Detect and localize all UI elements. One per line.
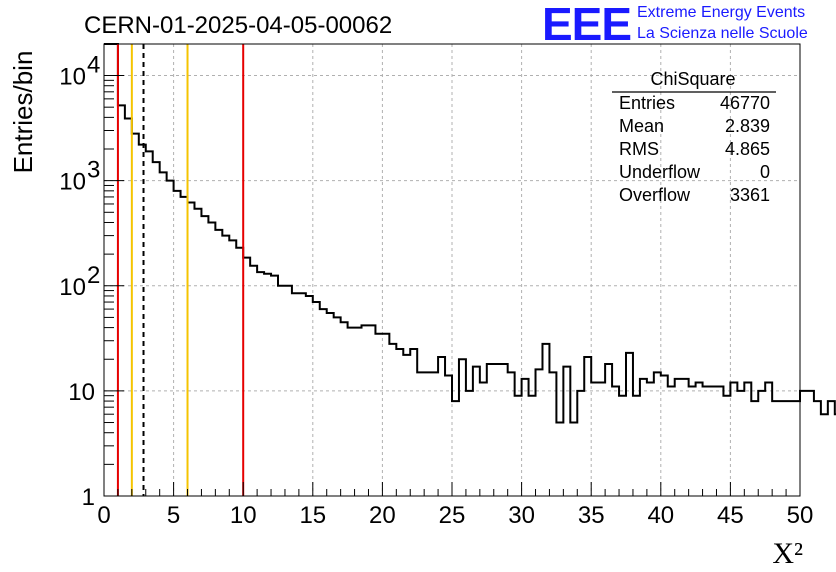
x-tick-labels: 0 5 10 15 20 25 30 35 40 45 50 [97,502,813,529]
eee-line-1: Extreme Energy Events [637,4,805,21]
stats-row-value: 0 [760,162,770,182]
reference-lines [116,44,245,496]
histogram [104,43,836,424]
stats-row-value: 2.839 [725,116,770,136]
x-tick-label: 0 [97,502,110,529]
y-tick-exponent: 2 [87,262,100,289]
x-tick-label: 20 [369,502,396,529]
x-tick-label: 5 [167,502,180,529]
x-tick-label: 40 [647,502,674,529]
x-tick-label: 10 [230,502,257,529]
y-tick-exponent: 3 [87,157,100,184]
x-tick-label: 50 [787,502,814,529]
stats-row-label: RMS [619,139,659,159]
stats-rows: Entries 46770 Mean 2.839 RMS 4.865 Underflow 0 O… [619,93,770,205]
y-tick-label: 10 [59,169,86,196]
stats-row-value: 46770 [720,93,770,113]
stats-row-label: Entries [619,93,675,113]
grid [104,44,800,496]
stats-row-label: Mean [619,116,664,136]
x-tick-label: 15 [299,502,326,529]
stats-row-value: 4.865 [725,139,770,159]
histogram-outline [104,43,836,424]
stats-row-label: Underflow [619,162,701,182]
y-tick-label: 10 [59,274,86,301]
y-tick-label: 10 [68,379,95,406]
stats-row-value: 3361 [730,185,770,205]
stats-box-title: ChiSquare [650,69,735,89]
eee-logo: EEE [542,0,631,50]
x-tick-label: 30 [508,502,535,529]
eee-branding: EEE Extreme Energy Events La Scienza nel… [542,0,808,50]
y-tick-label: 10 [59,64,86,91]
eee-line-2: La Scienza nelle Scuole [637,25,808,42]
y-tick-exponent: 4 [87,52,100,79]
y-tick-label: 1 [82,484,95,511]
x-axis-label: X² [772,537,803,570]
x-tick-label: 25 [439,502,466,529]
chart-title: CERN-01-2025-04-05-00062 [84,12,392,39]
stats-row-label: Overflow [619,185,691,205]
y-axis-label: Entries/bin [8,51,38,174]
stats-box: ChiSquare Entries 46770 Mean 2.839 RMS 4.865 U… [612,69,776,205]
x-tick-label: 45 [717,502,744,529]
x-tick-label: 35 [578,502,605,529]
axis-ticks [103,75,801,497]
